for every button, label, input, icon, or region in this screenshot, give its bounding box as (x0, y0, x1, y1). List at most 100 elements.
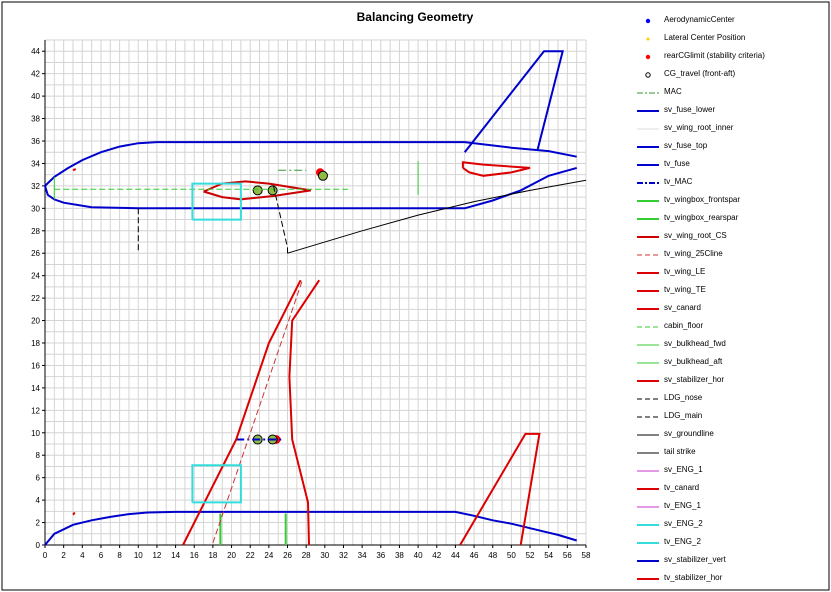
legend-item: tv_ENG_2 (636, 536, 828, 550)
legend-symbol (637, 524, 659, 526)
series-line (273, 185, 288, 254)
legend-label: tv_wing_TE (664, 285, 706, 294)
legend-label: rearCGlimit (stability criteria) (664, 51, 765, 60)
legend-label: sv_wing_root_CS (664, 231, 727, 240)
series-sv-fuse-lower (44, 166, 577, 210)
y-tick-label: 42 (31, 70, 40, 79)
series-line (44, 510, 577, 546)
x-tick-label: 26 (283, 551, 292, 560)
series-tv-wing-le (182, 279, 302, 546)
series-tv-wing-25cline (212, 280, 303, 543)
legend-symbol (637, 272, 659, 274)
x-tick-label: 20 (227, 551, 236, 560)
legend-label: sv_bulkhead_fwd (664, 339, 726, 348)
legend-symbol (637, 290, 659, 292)
series-sv-canard (72, 168, 77, 172)
legend-label: tv_ENG_1 (664, 501, 701, 510)
series-layer (44, 50, 587, 546)
x-tick-label: 46 (470, 551, 479, 560)
legend-item: tv_ENG_1 (636, 500, 828, 514)
x-tick-label: 52 (526, 551, 535, 560)
legend-item: sv_wing_root_CS (636, 230, 828, 244)
y-tick-label: 4 (36, 496, 41, 505)
series-cg-travel-front-aft (252, 170, 328, 445)
series-tv-wing-te (288, 279, 321, 546)
data-point (267, 185, 278, 196)
legend-item: rearCGlimit (stability criteria) (636, 50, 828, 64)
y-tick-label: 26 (31, 249, 40, 258)
x-tick-label: 32 (339, 551, 348, 560)
legend-symbol (645, 18, 651, 24)
series-line (44, 166, 577, 210)
x-tick-label: 22 (246, 551, 255, 560)
legend-item: sv_bulkhead_aft (636, 356, 828, 370)
x-tick-label: 6 (99, 551, 104, 560)
x-tick-label: 40 (414, 551, 423, 560)
x-tick-label: 12 (152, 551, 161, 560)
x-tick-label: 0 (43, 551, 48, 560)
series-line (72, 511, 76, 516)
legend-label: tv_wing_LE (664, 267, 706, 276)
series-line (287, 179, 587, 254)
y-tick-label: 10 (31, 429, 40, 438)
legend-label: sv_wing_root_inner (664, 123, 734, 132)
y-tick-label: 14 (31, 384, 40, 393)
legend-label: LDG_main (664, 411, 703, 420)
legend-label: AerodynamicCenter (664, 15, 735, 24)
series-line (463, 50, 564, 153)
legend-symbol (637, 506, 659, 508)
y-tick-label: 20 (31, 317, 40, 326)
x-tick-label: 14 (171, 551, 180, 560)
legend-label: tv_ENG_2 (664, 537, 701, 546)
legend-item: sv_ENG_1 (636, 464, 828, 478)
series-line (44, 141, 577, 187)
x-tick-label: 10 (134, 551, 143, 560)
y-tick-label: 22 (31, 294, 40, 303)
series-sv-groundline (287, 179, 587, 254)
x-tick-label: 24 (264, 551, 273, 560)
legend-label: tail strike (664, 447, 696, 456)
x-tick-label: 34 (358, 551, 367, 560)
chart-title: Balancing Geometry (356, 10, 474, 24)
legend-symbol (637, 254, 659, 256)
legend-symbol (645, 54, 651, 60)
legend-label: LDG_nose (664, 393, 703, 402)
legend-item: tv_wingbox_rearspar (636, 212, 828, 226)
legend-item: sv_canard (636, 302, 828, 316)
legend-symbol (637, 560, 659, 562)
legend-label: sv_bulkhead_aft (664, 357, 723, 366)
x-tick-label: 28 (302, 551, 311, 560)
legend-item: tv_stabilizer_hor (636, 572, 828, 586)
legend-symbol (637, 362, 659, 364)
legend-label: tv_wingbox_frontspar (664, 195, 741, 204)
legend-item: tail strike (636, 446, 828, 460)
legend-symbol (637, 128, 659, 130)
x-tick-label: 50 (507, 551, 516, 560)
x-tick-label: 44 (451, 551, 460, 560)
series-tv-eng-2 (191, 464, 242, 504)
legend-item: LDG_nose (636, 392, 828, 406)
legend-symbol (637, 344, 659, 346)
x-tick-label: 38 (395, 551, 404, 560)
legend-item: sv_fuse_lower (636, 104, 828, 118)
legend-symbol (637, 146, 659, 148)
series-line (461, 161, 531, 177)
legend-item: MAC (636, 86, 828, 100)
series-tv-canard (72, 511, 76, 516)
series-line (459, 432, 541, 546)
series-sv-eng-2 (191, 182, 242, 221)
legend-item: sv_stabilizer_hor (636, 374, 828, 388)
x-tick-label: 16 (190, 551, 199, 560)
legend-item: LDG_main (636, 410, 828, 424)
legend-label: tv_wing_25Cline (664, 249, 723, 258)
legend-symbol (637, 488, 659, 490)
legend-item: sv_stabilizer_vert (636, 554, 828, 568)
series-line (288, 279, 321, 546)
y-tick-label: 18 (31, 339, 40, 348)
y-tick-label: 36 (31, 137, 40, 146)
legend-symbol (637, 110, 659, 112)
legend-item: tv_wing_TE (636, 284, 828, 298)
x-tick-label: 30 (320, 551, 329, 560)
series-line (212, 280, 303, 543)
